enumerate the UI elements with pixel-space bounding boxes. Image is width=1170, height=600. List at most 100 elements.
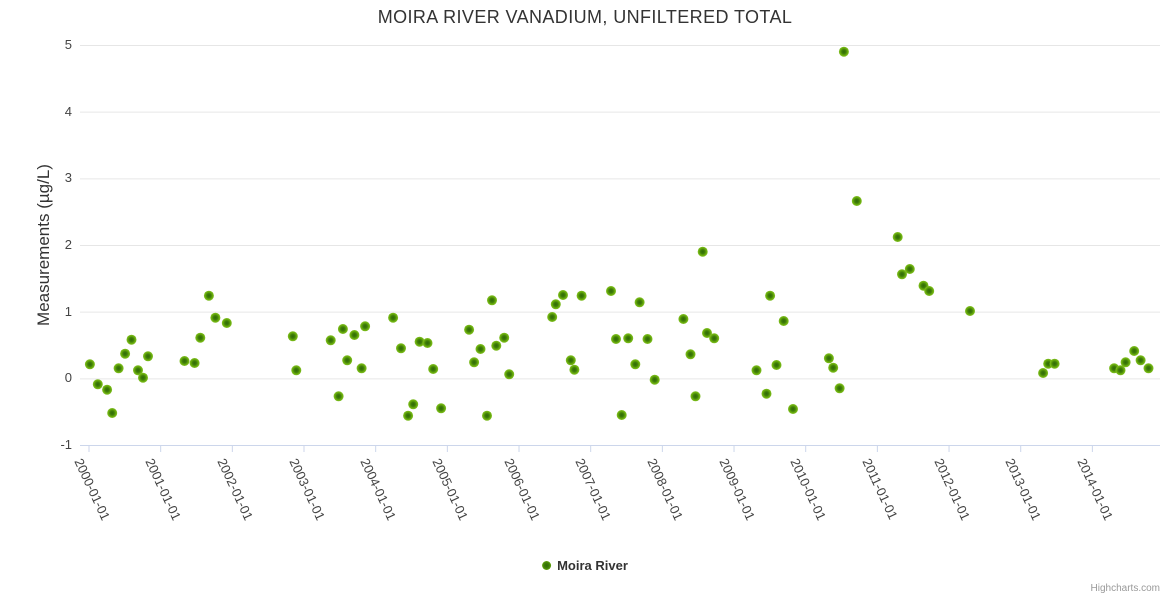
data-point[interactable] (475, 344, 486, 354)
chart-title: MOIRA RIVER VANADIUM, UNFILTERED TOTAL (377, 7, 793, 27)
data-point[interactable] (360, 321, 371, 332)
data-point[interactable] (709, 333, 720, 344)
data-point[interactable] (788, 404, 798, 414)
data-point[interactable] (697, 246, 708, 257)
data-point[interactable] (565, 355, 576, 366)
data-point[interactable] (558, 290, 568, 300)
data-point[interactable] (291, 365, 302, 376)
data-point[interactable] (828, 362, 839, 373)
y-axis-label: 1 (64, 303, 72, 319)
y-axis-label: 3 (64, 170, 72, 186)
y-axis-label: 2 (64, 237, 72, 252)
legend-marker-icon (542, 561, 552, 570)
data-point[interactable] (1135, 355, 1146, 366)
data-point[interactable] (1129, 346, 1140, 356)
y-axis-label: 0 (64, 370, 72, 386)
data-point[interactable] (102, 384, 113, 395)
data-point[interactable] (469, 357, 480, 368)
data-point[interactable] (702, 328, 712, 338)
data-point[interactable] (337, 324, 348, 334)
data-point[interactable] (823, 353, 834, 364)
y-axis-label: 5 (64, 37, 72, 52)
data-point[interactable] (491, 340, 502, 351)
data-point[interactable] (356, 363, 367, 374)
data-point[interactable] (761, 388, 772, 399)
data-point[interactable] (487, 295, 497, 306)
data-point[interactable] (1143, 363, 1154, 374)
data-point[interactable] (547, 312, 558, 322)
data-point[interactable] (649, 374, 660, 385)
data-point[interactable] (1049, 358, 1060, 369)
data-point[interactable] (630, 359, 641, 370)
data-point[interactable] (778, 316, 789, 326)
data-point[interactable] (904, 264, 915, 274)
data-point[interactable] (482, 410, 492, 421)
data-point[interactable] (569, 364, 580, 375)
data-point[interactable] (107, 408, 118, 418)
data-point[interactable] (403, 410, 414, 421)
data-point[interactable] (634, 297, 645, 308)
data-point[interactable] (897, 269, 907, 280)
data-point[interactable] (751, 365, 762, 376)
data-point[interactable] (203, 290, 214, 301)
legend-label: Moira River (557, 558, 628, 573)
data-point[interactable] (924, 286, 935, 296)
data-point[interactable] (765, 290, 776, 301)
data-point[interactable] (92, 379, 103, 390)
data-point[interactable] (499, 332, 510, 343)
data-point[interactable] (838, 46, 849, 57)
data-point[interactable] (464, 324, 475, 335)
data-point[interactable] (133, 365, 143, 376)
data-point[interactable] (287, 331, 298, 342)
data-point[interactable] (408, 399, 419, 410)
data-point[interactable] (396, 343, 406, 354)
data-point[interactable] (333, 391, 344, 402)
data-point[interactable] (179, 356, 190, 366)
data-point[interactable] (325, 335, 336, 346)
data-point[interactable] (189, 358, 200, 368)
highcharts-credit-link[interactable]: Highcharts.com (1090, 583, 1160, 594)
data-point[interactable] (120, 348, 131, 359)
y-axis-label: -1 (60, 437, 72, 452)
data-point[interactable] (143, 351, 153, 362)
data-point[interactable] (84, 359, 95, 370)
data-point[interactable] (436, 403, 447, 414)
data-point[interactable] (771, 360, 782, 370)
data-point[interactable] (965, 306, 975, 316)
data-point[interactable] (616, 410, 627, 420)
data-point[interactable] (126, 334, 137, 345)
gridlines (80, 45, 1160, 446)
data-point[interactable] (138, 372, 148, 383)
data-points-group (84, 46, 1154, 421)
data-point[interactable] (550, 299, 561, 310)
data-point[interactable] (342, 355, 353, 366)
legend-item-moira-river[interactable]: Moira River (542, 558, 628, 573)
data-point[interactable] (221, 318, 232, 328)
data-point[interactable] (834, 383, 845, 394)
data-point[interactable] (428, 364, 439, 374)
data-point[interactable] (606, 286, 616, 296)
data-point[interactable] (1038, 368, 1049, 378)
data-point[interactable] (1115, 365, 1126, 376)
x-axis-line (80, 445, 1160, 452)
data-point[interactable] (422, 338, 433, 348)
data-point[interactable] (113, 363, 124, 374)
data-point[interactable] (685, 349, 696, 360)
data-point[interactable] (892, 232, 903, 242)
y-axis-label: 4 (64, 103, 72, 119)
data-point[interactable] (388, 312, 399, 323)
data-point[interactable] (642, 334, 653, 344)
data-point[interactable] (210, 312, 221, 323)
data-point[interactable] (195, 332, 206, 343)
data-point[interactable] (690, 391, 701, 402)
data-point[interactable] (1120, 357, 1131, 368)
data-point[interactable] (623, 333, 634, 344)
data-point[interactable] (504, 369, 515, 380)
data-point[interactable] (414, 336, 425, 347)
data-point[interactable] (611, 334, 621, 344)
data-point[interactable] (678, 314, 689, 324)
data-point[interactable] (349, 330, 360, 340)
data-point[interactable] (576, 290, 587, 301)
data-point[interactable] (851, 196, 862, 206)
